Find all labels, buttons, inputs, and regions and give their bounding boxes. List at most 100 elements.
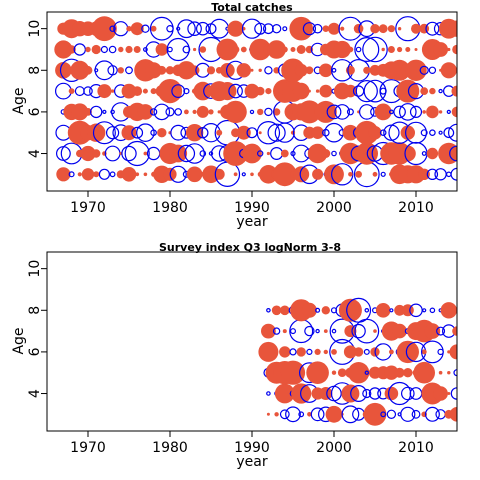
negative-residual-bubble (400, 386, 415, 401)
survey-index-panel: Survey index Q3 logNorm 3-8 1970 1980 1990… (11, 241, 458, 470)
positive-residual-bubble (331, 370, 337, 375)
negative-residual-bubble (279, 409, 290, 420)
positive-residual-bubble (266, 412, 270, 416)
negative-residual-bubble (94, 60, 115, 81)
positive-residual-bubble (255, 86, 265, 96)
positive-residual-bubble (272, 108, 281, 116)
positive-residual-bubble (227, 20, 244, 37)
positive-residual-bubble (133, 46, 141, 53)
negative-residual-bubble (331, 67, 337, 73)
negative-residual-bubble (264, 107, 273, 117)
positive-residual-bubble (121, 125, 137, 141)
positive-residual-bubble (347, 362, 370, 384)
negative-residual-bubble (411, 409, 421, 419)
x-tick-label: 1980 (152, 440, 188, 456)
positive-residual-bubble (305, 66, 314, 75)
positive-residual-bubble (384, 386, 399, 401)
positive-residual-bubble (87, 123, 106, 142)
negative-residual-bubble (405, 121, 428, 144)
positive-residual-bubble (449, 407, 457, 422)
positive-residual-bubble (451, 106, 457, 118)
positive-residual-bubble (68, 88, 75, 94)
negative-residual-bubble (105, 126, 120, 140)
positive-residual-bubble (93, 171, 100, 178)
negative-residual-bubble (312, 23, 323, 34)
negative-residual-bubble (196, 21, 210, 36)
positive-residual-bubble (394, 304, 405, 316)
positive-residual-bubble (271, 305, 282, 316)
positive-residual-bubble (233, 172, 238, 177)
positive-residual-bubble (213, 168, 225, 180)
positive-residual-bubble (307, 143, 328, 164)
positive-residual-bubble (347, 46, 354, 53)
positive-residual-bubble (236, 63, 251, 78)
positive-residual-bubble (274, 350, 279, 354)
y-tick-label: 4 (27, 389, 43, 398)
negative-residual-bubble (449, 145, 457, 162)
bubble-layer (258, 297, 457, 426)
x-tick-label: 1990 (234, 200, 270, 216)
positive-residual-bubble (324, 371, 328, 375)
y-axis-label: Age (11, 327, 27, 354)
negative-residual-bubble (331, 328, 337, 334)
positive-residual-bubble (421, 349, 427, 355)
positive-residual-bubble (381, 47, 385, 52)
positive-residual-bubble (223, 141, 249, 166)
positive-residual-bubble (258, 341, 279, 362)
positive-residual-bubble (311, 126, 324, 139)
negative-residual-bubble (182, 45, 191, 54)
positive-residual-bubble (292, 82, 310, 100)
negative-residual-bubble (264, 66, 273, 75)
positive-residual-bubble (126, 26, 132, 32)
positive-residual-bubble (56, 167, 71, 182)
positive-residual-bubble (424, 323, 441, 339)
positive-residual-bubble (449, 344, 457, 360)
positive-residual-bubble (397, 46, 403, 53)
negative-residual-bubble (346, 108, 354, 116)
negative-residual-bubble (355, 46, 362, 53)
negative-residual-bubble (425, 21, 440, 36)
positive-residual-bubble (454, 307, 457, 313)
y-axis: 4 6 8 10 (27, 20, 47, 158)
positive-residual-bubble (249, 38, 271, 61)
negative-residual-bubble (398, 103, 417, 121)
positive-residual-bubble (418, 168, 430, 180)
positive-residual-bubble (196, 105, 209, 118)
positive-residual-bubble (132, 86, 143, 96)
positive-residual-bubble (430, 370, 435, 375)
positive-residual-bubble (414, 48, 418, 51)
positive-residual-bubble (193, 81, 213, 101)
negative-residual-bubble (74, 86, 85, 97)
negative-residual-bubble (83, 86, 93, 96)
positive-residual-bubble (289, 16, 314, 41)
positive-residual-bubble (447, 392, 451, 395)
negative-residual-bubble (187, 21, 202, 36)
negative-residual-bubble (263, 23, 274, 35)
positive-residual-bubble (433, 42, 448, 57)
positive-residual-bubble (328, 22, 340, 35)
negative-residual-bubble (107, 65, 118, 76)
positive-residual-bubble (312, 168, 324, 180)
chart-title: Survey index Q3 logNorm 3-8 (159, 241, 341, 254)
x-tick-label: 2010 (398, 200, 434, 216)
negative-residual-bubble (400, 406, 416, 422)
positive-residual-bubble (396, 340, 419, 364)
negative-residual-bubble (282, 26, 288, 32)
positive-residual-bubble (135, 172, 140, 177)
positive-residual-bubble (384, 365, 399, 380)
negative-residual-bubble (56, 146, 71, 161)
positive-residual-bubble (220, 63, 235, 78)
x-tick-label: 1970 (70, 440, 106, 456)
negative-residual-bubble (121, 145, 137, 162)
positive-residual-bubble (261, 323, 276, 339)
chart-title: Total catches (211, 1, 293, 14)
negative-residual-bubble (368, 387, 382, 400)
positive-residual-bubble (282, 329, 287, 334)
negative-residual-bubble (429, 307, 436, 314)
negative-residual-bubble (109, 171, 116, 178)
positive-residual-bubble (452, 326, 457, 336)
positive-residual-bubble (438, 370, 443, 375)
positive-residual-bubble (319, 84, 333, 98)
negative-residual-bubble (304, 325, 315, 337)
negative-residual-bubble (331, 150, 337, 157)
